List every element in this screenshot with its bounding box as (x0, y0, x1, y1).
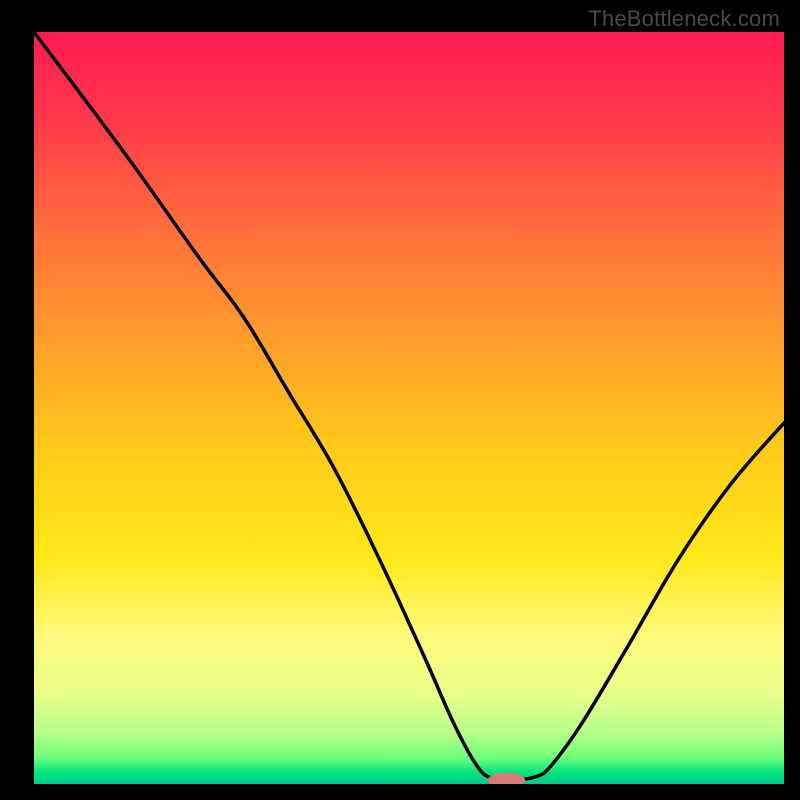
bottleneck-chart-svg (34, 32, 784, 784)
gradient-background (34, 32, 784, 784)
attribution-label: TheBottleneck.com (588, 6, 780, 32)
plot-area (34, 32, 784, 784)
chart-frame: TheBottleneck.com (0, 0, 800, 800)
